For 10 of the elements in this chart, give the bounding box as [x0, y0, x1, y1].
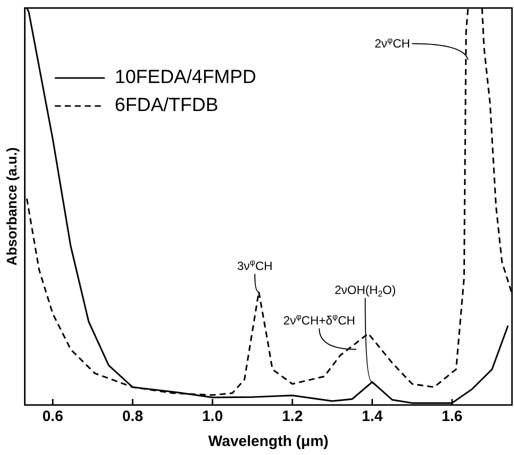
x-tick-label: 0.8 — [122, 408, 144, 426]
x-tick-label: 1.2 — [282, 408, 303, 426]
x-axis-title: Wavelength (μm) — [208, 433, 329, 450]
x-tick-label: 1.0 — [202, 408, 223, 426]
y-axis-title: Absorbance (a.u.) — [3, 147, 20, 266]
x-tick-label: 0.6 — [42, 408, 64, 426]
legend-label: 6FDA/TFDB — [114, 95, 218, 116]
legend-label: 10FEDA/4FMPD — [114, 67, 256, 88]
x-tick-label: 1.4 — [362, 408, 384, 426]
x-tick-label: 1.6 — [442, 408, 463, 426]
